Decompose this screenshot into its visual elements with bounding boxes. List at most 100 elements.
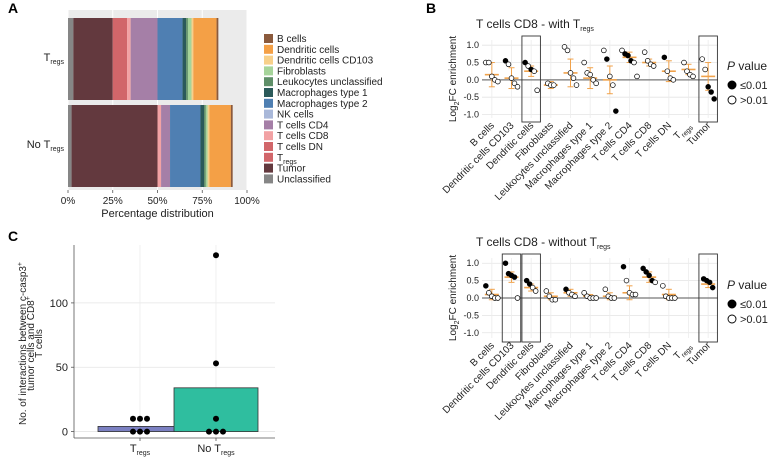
- panel-a-legend-label: Dendritic cells CD103: [277, 56, 374, 67]
- panel-a-legend-swatch: [264, 34, 273, 43]
- panel-a-stacked-bar-chart: 0% 25% 50% 75% 100% Percentage distribution Tr…: [27, 10, 260, 220]
- panel-a-xtick-label: 75%: [192, 196, 212, 207]
- pvalue-legend-nonsig-dot: [727, 95, 737, 105]
- panel-b-data-point: [643, 269, 649, 275]
- panel-b-data-point: [567, 70, 574, 76]
- panel-b-data-point: [610, 82, 616, 88]
- panel-b-data-point: [483, 283, 489, 289]
- panel-b-data-point: [581, 290, 587, 296]
- panel-b-data-point: [684, 68, 690, 74]
- panel-a-bar-segment: [207, 105, 210, 187]
- panel-a-legend-label: Macrophages type 1: [277, 88, 368, 99]
- panel-a-legend-label-main: Fibroblasts: [277, 66, 326, 77]
- panel-a-legend-swatch: [264, 174, 273, 184]
- panel-b-ytick-label: 0.0: [466, 75, 479, 85]
- panel-b-ytick-label: 1.0: [466, 40, 479, 50]
- panel-b-data-point: [486, 290, 492, 296]
- pvalue-legend-title-rest: value: [735, 278, 767, 292]
- panel-c-data-point: [206, 428, 212, 435]
- panel-c-ylabel-line: T cells: [34, 329, 45, 358]
- panel-a-category-label-main: No T: [27, 139, 51, 151]
- panel-b-data-point: [632, 291, 639, 298]
- panel-b-data-point: [532, 288, 539, 294]
- panel-a-category-label-sub: regs: [50, 59, 64, 66]
- panel-a-legend-label: B cells: [277, 34, 306, 45]
- panel-b-data-point: [641, 49, 648, 55]
- panel-c-data-point: [130, 428, 136, 435]
- panel-a-legend-label: Tumor: [277, 164, 306, 175]
- panel-a-legend-label-main: Leukocytes unclassified: [277, 77, 383, 88]
- panel-a-legend-label-sub: regs: [283, 159, 297, 166]
- panel-a-bar-segment: [112, 18, 128, 100]
- panel-b-data-point: [613, 108, 619, 114]
- panel-b-ytick-label: -0.5: [463, 310, 479, 320]
- panel-b-highlight-box: [521, 35, 541, 123]
- panel-b-data-point: [644, 58, 651, 64]
- panel-a-bar-segment: [161, 105, 171, 187]
- panel-a-bar-segment: [130, 18, 158, 100]
- panel-a-bar-segment: [193, 18, 217, 100]
- panel-a-bar-segment: [216, 18, 219, 100]
- panel-c-ytick-label: 0: [62, 427, 68, 439]
- panel-c-data-point: [137, 415, 143, 422]
- panel-a-legend-swatch: [264, 109, 273, 119]
- panel-a-bar-segment: [127, 18, 131, 100]
- panel-c-data-point: [213, 252, 219, 259]
- panel-a-legend-swatch: [264, 131, 273, 141]
- pvalue-legend-nonsig-label: >0.01: [740, 95, 768, 107]
- panel-c-xtick-label: No Tregs: [197, 443, 235, 457]
- panel-c-xtick-label-main: T: [130, 443, 137, 455]
- panel-b-data-point: [650, 63, 657, 69]
- panel-b-data-point: [529, 284, 536, 291]
- panel-a-legend-swatch: [264, 163, 273, 173]
- panel-a-bar-segment: [182, 18, 187, 100]
- panel-b-data-point: [486, 59, 492, 66]
- panel-b-title-main: T cells CD8 - with T: [476, 17, 581, 31]
- panel-b-data-point: [563, 286, 569, 293]
- pvalue-legend-sig-dot: [727, 299, 737, 309]
- panel-b-data-point: [502, 58, 509, 64]
- panel-b-data-point: [511, 274, 518, 280]
- panel-b-data-point: [514, 84, 521, 90]
- panel-b-data-point: [706, 279, 713, 286]
- pvalue-legend-sig-dot: [727, 80, 737, 90]
- panel-c-xtick-label-sub: regs: [221, 450, 235, 457]
- panel-a-category-label-main: T: [44, 52, 51, 64]
- panel-b-ylabel-rest: FC enrichment: [448, 255, 459, 321]
- panel-b-data-point: [620, 263, 627, 270]
- panel-b-data-point: [508, 75, 515, 81]
- panel-c-xtick-label: Tregs: [130, 443, 151, 457]
- panel-b-data-point: [604, 56, 610, 62]
- panel-b-ytick-label: 1.0: [466, 258, 479, 268]
- pvalue-legend-bottom: P value ≤0.01 >0.01: [727, 278, 768, 326]
- panel-b-data-point: [525, 63, 531, 69]
- panel-b-ytick-label: -1.0: [463, 328, 479, 338]
- panel-a-xlabel: Percentage distribution: [101, 208, 214, 220]
- panel-a-legend-label: Leukocytes unclassified: [277, 77, 383, 88]
- panel-b-ytick-label: 0.0: [466, 293, 479, 303]
- panel-b-data-point: [543, 288, 550, 294]
- panel-b-data-point: [670, 77, 677, 83]
- panel-b-data-point: [709, 284, 716, 291]
- panel-b-title-main: T cells CD8 - without T: [476, 235, 598, 249]
- panel-b-highlight-box: [698, 35, 718, 123]
- panel-b-ylabel-rest: FC enrichment: [448, 36, 459, 102]
- panel-b-data-point: [593, 80, 599, 87]
- panel-a-legend-swatch: [264, 88, 273, 97]
- panel-b-data-point: [640, 265, 646, 272]
- panel-b-data-point: [511, 80, 518, 87]
- panel-a-legend-swatch: [264, 66, 273, 76]
- pvalue-legend-nonsig-dot: [727, 314, 737, 324]
- panel-b-data-point: [514, 295, 521, 301]
- panel-a-legend-label: T cells CD4: [277, 120, 329, 131]
- panel-b-ylabel-main: Log: [448, 105, 459, 122]
- pvalue-legend-top: P value ≤0.01 >0.01: [727, 59, 768, 107]
- panel-b-data-point: [570, 75, 577, 81]
- panel-b-data-point: [625, 52, 631, 59]
- panel-a-legend-label-main: Macrophages type 2: [277, 99, 368, 110]
- panel-a-legend-label-main: Tumor: [277, 164, 306, 175]
- panel-a-legend-label-main: T cells CD4: [277, 120, 329, 131]
